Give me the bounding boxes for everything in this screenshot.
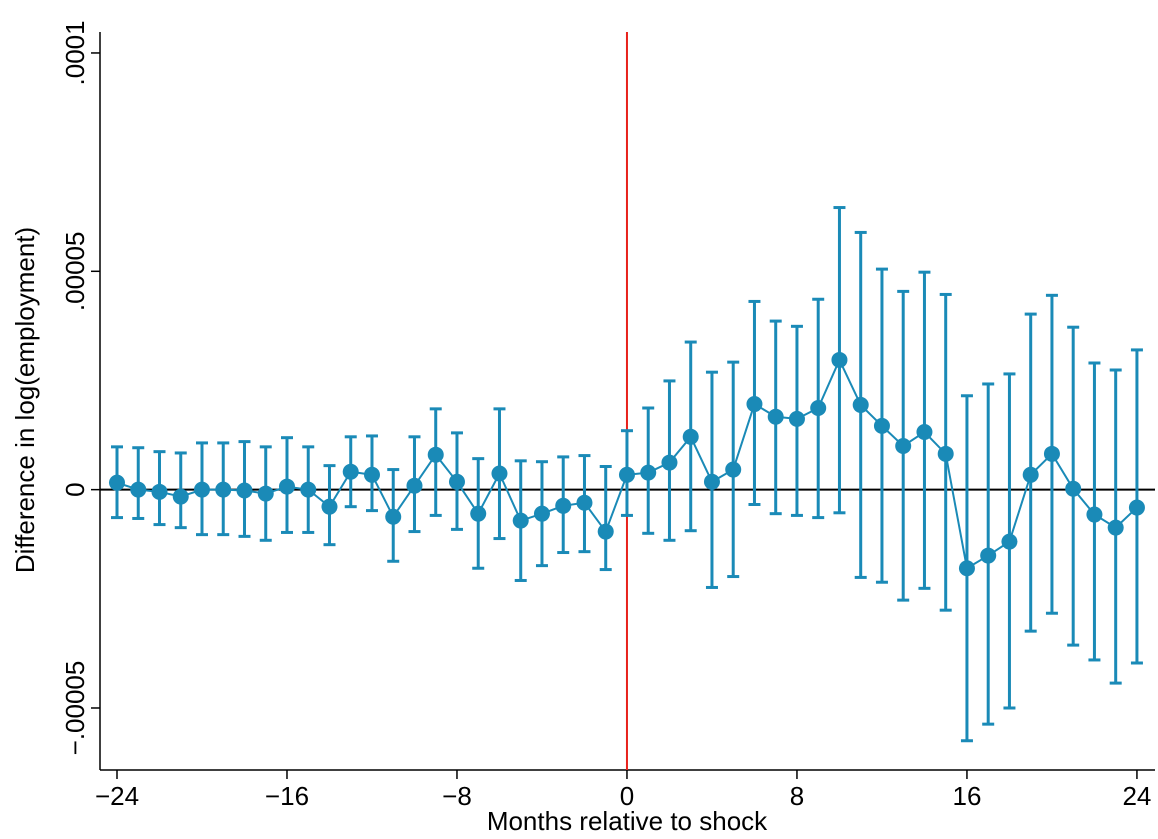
x-tick-label: −8 bbox=[442, 781, 472, 811]
point bbox=[300, 481, 317, 498]
point bbox=[746, 396, 763, 413]
point bbox=[1086, 506, 1103, 523]
point bbox=[236, 482, 253, 499]
point bbox=[597, 523, 614, 540]
point bbox=[130, 481, 147, 498]
point bbox=[278, 478, 295, 495]
point bbox=[257, 485, 274, 502]
point bbox=[512, 512, 529, 529]
point bbox=[448, 473, 465, 490]
point bbox=[321, 498, 338, 515]
point bbox=[767, 408, 784, 425]
x-tick-label: 16 bbox=[952, 781, 981, 811]
point bbox=[151, 483, 168, 500]
point bbox=[640, 464, 657, 481]
point bbox=[852, 396, 869, 413]
point bbox=[618, 466, 635, 483]
point bbox=[1107, 519, 1124, 536]
point bbox=[958, 560, 975, 577]
y-axis-title: Difference in log(employment) bbox=[10, 227, 40, 573]
x-tick-label: −24 bbox=[95, 781, 139, 811]
point bbox=[1043, 445, 1060, 462]
point bbox=[873, 417, 890, 434]
x-tick-label: 24 bbox=[1122, 781, 1151, 811]
point bbox=[810, 399, 827, 416]
point bbox=[172, 488, 189, 505]
point bbox=[1128, 499, 1145, 516]
point bbox=[725, 461, 742, 478]
y-tick-label: .0001 bbox=[60, 20, 90, 85]
y-tick-label: .00005 bbox=[60, 232, 90, 312]
point bbox=[1001, 533, 1018, 550]
point bbox=[533, 505, 550, 522]
point bbox=[491, 465, 508, 482]
y-tick-label: −.00005 bbox=[60, 661, 90, 756]
point bbox=[831, 351, 848, 368]
point bbox=[193, 481, 210, 498]
x-tick-label: 8 bbox=[790, 781, 804, 811]
point bbox=[342, 463, 359, 480]
point bbox=[682, 428, 699, 445]
point bbox=[406, 477, 423, 494]
point bbox=[895, 437, 912, 454]
point bbox=[1065, 480, 1082, 497]
point bbox=[108, 474, 125, 491]
x-axis-title: Months relative to shock bbox=[487, 806, 768, 836]
point bbox=[937, 445, 954, 462]
point bbox=[788, 410, 805, 427]
point bbox=[1022, 466, 1039, 483]
point bbox=[385, 508, 402, 525]
point bbox=[916, 424, 933, 441]
point bbox=[555, 497, 572, 514]
y-tick-label: 0 bbox=[60, 482, 90, 496]
point bbox=[215, 481, 232, 498]
point bbox=[363, 466, 380, 483]
x-tick-label: 0 bbox=[620, 781, 634, 811]
point bbox=[980, 547, 997, 564]
point bbox=[470, 505, 487, 522]
point bbox=[576, 494, 593, 511]
point bbox=[661, 454, 678, 471]
point bbox=[427, 446, 444, 463]
x-tick-label: −16 bbox=[265, 781, 309, 811]
point bbox=[703, 473, 720, 490]
